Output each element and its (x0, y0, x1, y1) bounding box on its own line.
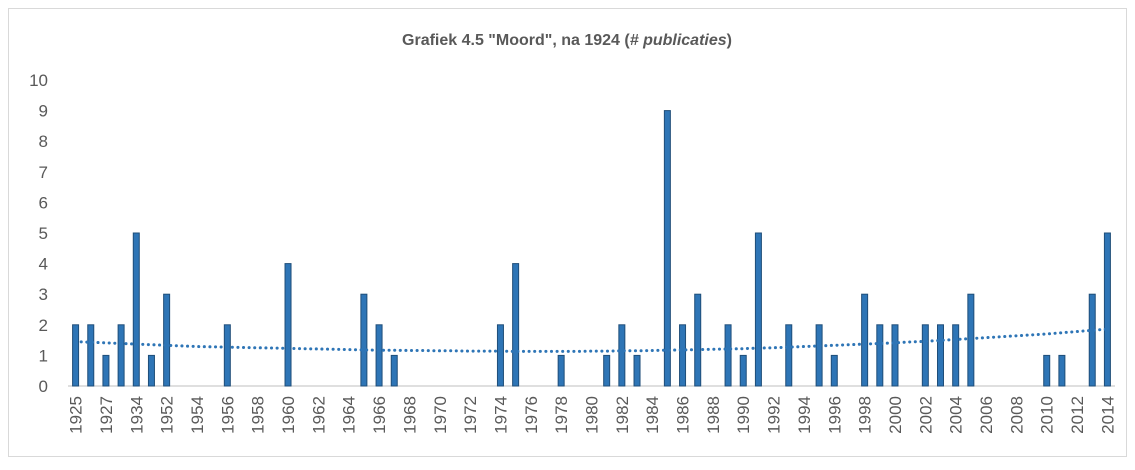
bar (633, 354, 641, 387)
x-tick-label: 1994 (795, 396, 814, 434)
x-tick-label: 1934 (127, 396, 146, 434)
bar (663, 110, 671, 387)
bar (557, 354, 565, 387)
x-tick-label: 1990 (734, 396, 753, 434)
y-tick-label: 2 (39, 316, 48, 335)
x-tick-label: 1958 (249, 396, 268, 434)
bar (147, 354, 155, 387)
bar (861, 293, 869, 387)
x-tick-label: 1988 (704, 396, 723, 434)
bar (1058, 354, 1066, 387)
bar (815, 324, 823, 387)
chart-border (8, 8, 1127, 457)
y-tick-label: 1 (39, 346, 48, 365)
x-tick-label: 1964 (340, 396, 359, 434)
x-tick-label: 1986 (674, 396, 693, 434)
bar (375, 324, 383, 387)
bar (1088, 293, 1096, 387)
bar (937, 324, 944, 387)
bar (754, 232, 762, 387)
bar (952, 324, 960, 387)
x-tick-label: 1978 (552, 396, 571, 434)
y-tick-label: 6 (39, 193, 48, 212)
x-tick-label: 1980 (583, 396, 602, 434)
bar (679, 324, 687, 387)
bar (1103, 232, 1111, 387)
x-tick-label: 2008 (1007, 396, 1026, 434)
y-tick-label: 8 (39, 132, 48, 151)
trendline (74, 327, 1109, 353)
bar (618, 324, 626, 387)
x-tick-label: 1982 (613, 396, 632, 434)
bar (390, 354, 398, 387)
x-tick-label: 1976 (522, 396, 541, 434)
bar (739, 354, 747, 387)
title-part: # publicaties (630, 32, 727, 49)
y-tick-label: 10 (29, 71, 48, 90)
x-tick-label: 1972 (461, 396, 480, 434)
bar (785, 324, 793, 387)
x-tick-label: 2010 (1038, 396, 1057, 434)
x-tick-label: 1992 (765, 396, 784, 434)
x-tick-label: 1952 (158, 396, 177, 434)
bar (284, 263, 292, 387)
x-tick-label: 1954 (188, 396, 207, 434)
x-tick-label: 1974 (491, 396, 510, 434)
bar (72, 324, 80, 387)
x-tick-label: 2002 (916, 396, 935, 434)
chart-title: Grafiek 4.5 "Moord", na 1924 (# publicat… (402, 32, 732, 49)
x-tick-label: 1966 (370, 396, 389, 434)
y-tick-label: 7 (39, 163, 48, 182)
x-tick-label: 2004 (947, 396, 966, 434)
bar (891, 324, 899, 387)
bar (1043, 354, 1051, 387)
bar (603, 354, 611, 387)
bar (132, 232, 140, 387)
bar (163, 293, 171, 387)
bar (694, 293, 702, 387)
x-tick-label: 1960 (279, 396, 298, 434)
x-tick-label: 1970 (431, 396, 450, 434)
bar (223, 324, 231, 387)
x-tick-label: 1927 (97, 396, 116, 434)
x-tick-label: 2012 (1068, 396, 1087, 434)
x-tick-label: 1984 (643, 396, 662, 434)
bar (117, 324, 125, 387)
x-tick-label: 1968 (400, 396, 419, 434)
bar (921, 324, 929, 387)
bar (876, 324, 884, 387)
title-part: ) (727, 32, 732, 49)
bar (102, 354, 110, 387)
bar (87, 324, 95, 387)
y-tick-label: 5 (39, 224, 48, 243)
bar (830, 354, 838, 387)
y-tick-label: 9 (39, 102, 48, 121)
x-tick-label: 2006 (977, 396, 996, 434)
y-tick-label: 3 (39, 285, 48, 304)
title-part: Grafiek 4.5 "Moord", na 1924 ( (402, 32, 630, 49)
x-tick-label: 2000 (886, 396, 905, 434)
bar (360, 293, 368, 387)
y-tick-label: 0 (39, 377, 48, 396)
bar (967, 293, 975, 387)
bar (496, 324, 504, 387)
x-tick-label: 1925 (67, 396, 86, 434)
x-tick-label: 1996 (825, 396, 844, 434)
x-tick-label: 2014 (1098, 396, 1117, 434)
x-tick-label: 1998 (856, 396, 875, 434)
bar (512, 263, 520, 387)
bar (724, 324, 732, 387)
x-tick-label: 1962 (309, 396, 328, 434)
y-tick-label: 4 (39, 255, 48, 274)
x-tick-label: 1956 (218, 396, 237, 434)
